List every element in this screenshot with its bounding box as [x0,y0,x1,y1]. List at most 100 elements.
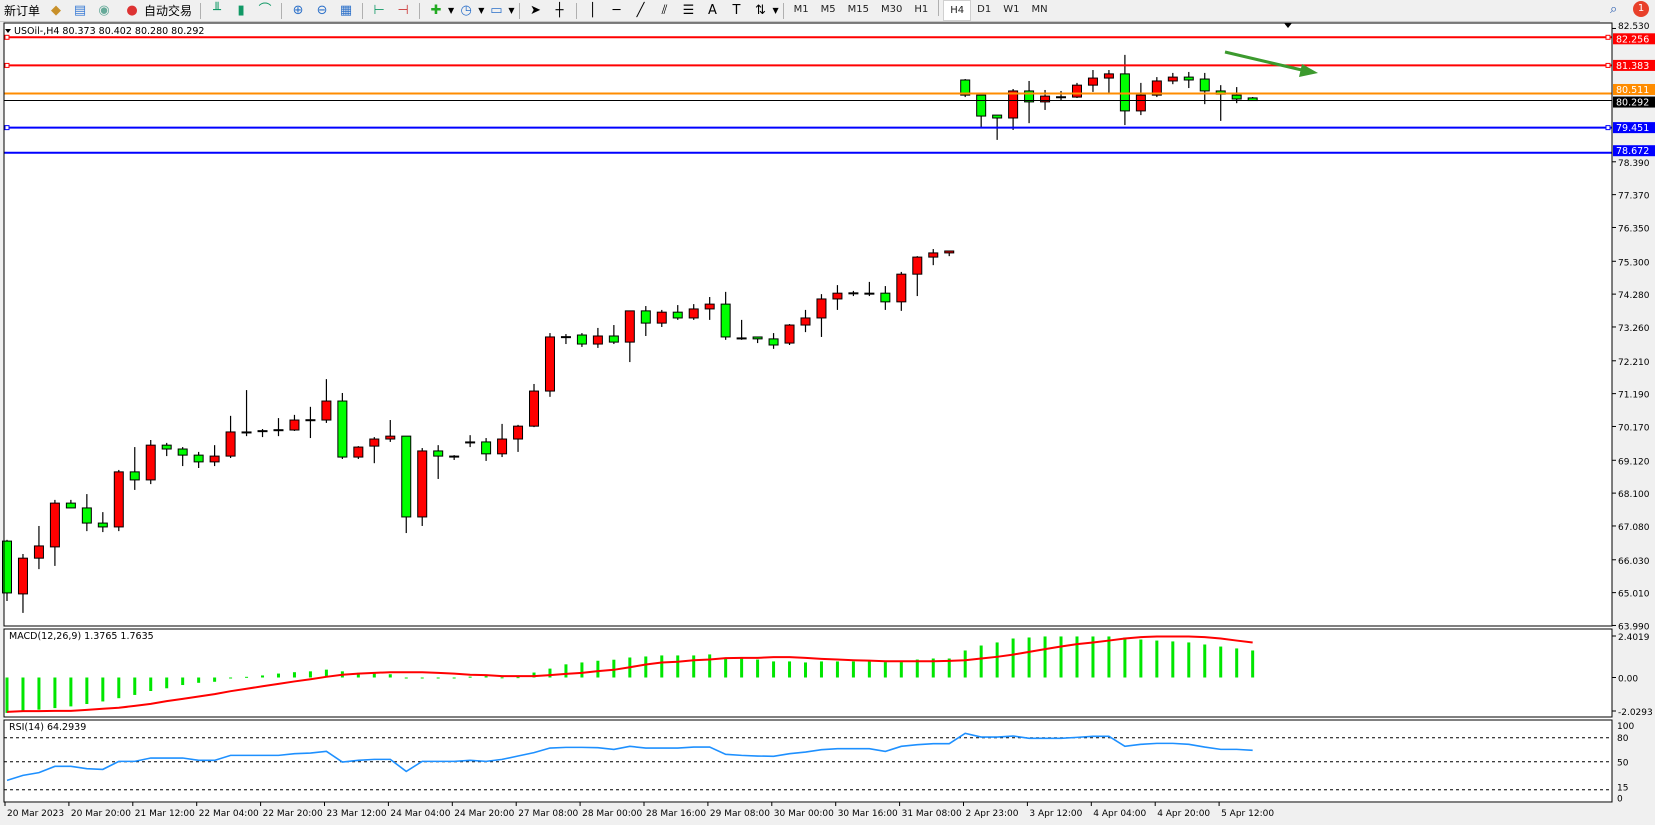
candle[interactable] [624,310,635,363]
candle[interactable] [177,447,188,467]
trend-arrow[interactable] [1224,50,1318,77]
tile-windows-icon[interactable]: ▦ [339,2,353,18]
text-icon[interactable]: A [708,2,717,18]
line-handle[interactable] [4,34,10,40]
candle[interactable] [193,451,204,469]
trendline-icon[interactable]: ╱ [636,2,645,18]
candle[interactable] [529,383,540,428]
candle[interactable] [465,435,476,448]
candle[interactable] [401,435,412,534]
line-handle[interactable] [1605,62,1611,68]
candle[interactable] [129,447,140,490]
templates-icon[interactable]: ▭ [490,2,503,18]
candle[interactable] [417,448,428,526]
new-chart-icon[interactable]: ✚ [430,2,442,18]
chart-shift-marker-icon[interactable] [1284,23,1292,28]
candle[interactable] [321,379,332,423]
equidistant-channel-icon[interactable]: ⫽ [661,2,668,18]
search-icon[interactable]: ⌕ [1610,2,1618,17]
candle[interactable] [720,291,731,340]
candle[interactable] [1183,71,1194,89]
candle[interactable] [928,249,939,266]
candle[interactable] [33,525,44,570]
crosshair-icon[interactable]: ┼ [555,2,564,18]
text-label-icon[interactable]: T [732,2,741,18]
candle[interactable] [225,415,236,459]
candle[interactable] [513,424,524,452]
line-chart-icon[interactable]: ⌒ [258,2,272,18]
candle[interactable] [305,406,316,439]
candle[interactable] [257,429,268,438]
candle[interactable] [576,333,587,347]
timeframe-w1[interactable]: W1 [1003,4,1020,15]
new-chart-dropdown-icon[interactable]: ▼ [448,6,455,15]
arrows-icon[interactable]: ⇅ [755,2,766,18]
candle[interactable] [449,455,460,460]
candle[interactable] [592,327,603,348]
candle[interactable] [481,438,492,461]
candle[interactable] [800,309,811,333]
candle[interactable] [768,333,779,349]
candle[interactable] [784,324,795,346]
line-handle[interactable] [1605,125,1611,131]
timeframe-mn[interactable]: MN [1031,4,1048,15]
candle[interactable] [49,499,60,566]
candle[interactable] [97,512,108,533]
timeframe-m1[interactable]: M1 [793,4,809,15]
candle[interactable] [880,286,891,310]
candle[interactable] [241,390,252,437]
candle[interactable] [704,297,715,320]
candle[interactable] [560,334,571,345]
new-order-button[interactable]: 新订单 [0,1,44,20]
templates-dropdown-icon[interactable]: ▼ [508,6,515,15]
candle[interactable] [81,494,92,532]
candle[interactable] [912,256,923,297]
candle[interactable] [640,306,651,336]
timeframe-h1[interactable]: H1 [914,4,929,15]
candle[interactable] [736,319,747,340]
candle[interactable] [113,469,124,532]
candle[interactable] [1024,80,1035,124]
candle[interactable] [1008,89,1019,130]
signal-icon[interactable]: ◉ [98,2,110,18]
candle[interactable] [896,271,907,311]
timeframe-m15[interactable]: M15 [847,4,870,15]
candle[interactable] [17,553,28,613]
candle[interactable] [656,309,667,327]
candle[interactable] [832,285,843,310]
candle[interactable] [816,294,827,337]
horizontal-line-icon[interactable]: ─ [612,2,621,18]
navigator-icon[interactable]: ▤ [73,2,87,18]
candlestick-icon[interactable]: ▮ [237,2,245,18]
line-handle[interactable] [1605,34,1611,40]
notification-badge[interactable]: 1 [1633,1,1649,17]
candle[interactable] [1119,54,1130,126]
candle[interactable] [1071,82,1082,99]
cursor-icon[interactable]: ➤ [530,2,541,18]
candle[interactable] [353,446,364,459]
bar-chart-icon[interactable]: ╨ [213,2,221,18]
market-watch-icon[interactable]: ◆ [51,2,62,18]
candle[interactable] [289,414,300,431]
candle[interactable] [65,499,76,509]
candle[interactable] [544,333,555,397]
candle[interactable] [369,437,380,464]
candle[interactable] [433,445,444,479]
candle[interactable] [337,392,348,459]
candle[interactable] [209,445,220,467]
candle[interactable] [497,423,508,458]
auto-trading-button[interactable]: ● 自动交易 [116,1,196,20]
candle[interactable] [688,304,699,320]
candle[interactable] [864,281,875,297]
candle[interactable] [161,442,172,457]
clock-icon[interactable]: ◷ [460,2,472,18]
candle[interactable] [848,290,859,297]
line-handle[interactable] [4,62,10,68]
candle[interactable] [2,539,12,601]
candle[interactable] [145,439,156,485]
candle[interactable] [672,305,683,320]
arrows-dropdown-icon[interactable]: ▼ [772,6,779,15]
chart-shift-icon[interactable]: ⊢ [373,2,385,18]
zoom-in-icon[interactable]: ⊕ [292,2,304,18]
